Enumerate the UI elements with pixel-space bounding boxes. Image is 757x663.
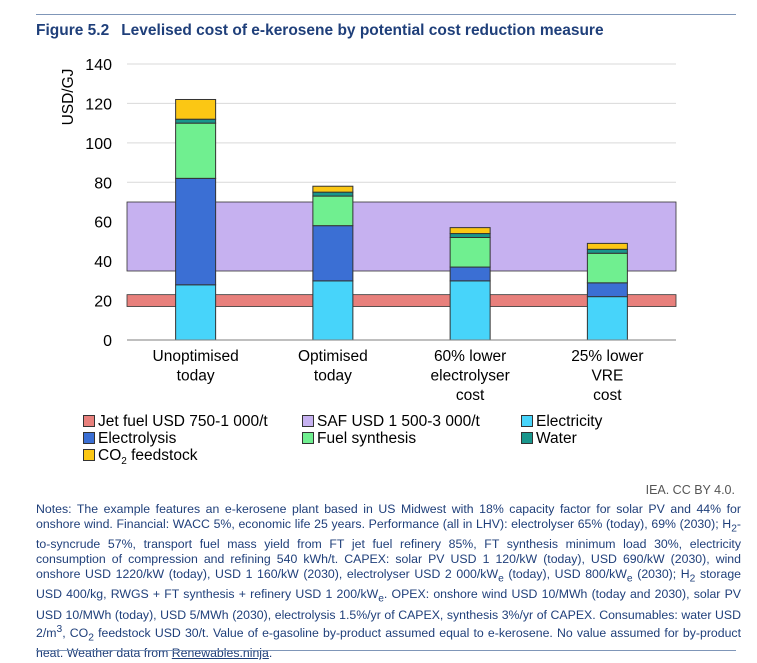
x-tick-label-3-2: cost (593, 387, 622, 404)
legend-label-electricity: Electricity (536, 413, 603, 430)
legend-label-fuel-synthesis: Fuel synthesis (317, 430, 417, 447)
bar-1-co-feedstock (312, 185, 354, 193)
legend-swatch-electrolysis (83, 431, 95, 444)
bar-3-co-feedstock (586, 242, 628, 250)
bar-2-co-feedstock (449, 227, 491, 235)
legend-label-saf: SAF USD 1 500-3 000/t (317, 413, 480, 430)
legend-label-jet-fuel: Jet fuel USD 750-1 000/t (98, 413, 268, 430)
y-tick-label-40: 40 (94, 254, 112, 271)
x-tick-label-3-0: 25% lower (571, 348, 643, 365)
y-tick-label-20: 20 (94, 294, 112, 311)
legend-jet-fuel: Jet fuel USD 750-1 000/t (83, 413, 268, 430)
y-tick-label-60: 60 (94, 215, 112, 232)
x-tick-label-0-0: Unoptimised (153, 348, 239, 365)
legend-swatch-co2-feedstock (83, 448, 95, 461)
legend-swatch-electricity (521, 414, 533, 427)
x-tick-label-2-2: cost (456, 387, 485, 404)
x-tick-label-1-0: Optimised (298, 348, 368, 365)
bar-2-water (449, 233, 491, 238)
notes: Notes: The example features an e-kerosen… (36, 502, 741, 661)
y-axis-title: USD/GJ (60, 69, 77, 126)
figure-title-text: Levelised cost of e-kerosene by potentia… (121, 22, 604, 39)
legend-fuel-synthesis: Fuel synthesis (302, 430, 416, 447)
y-tick-label-100: 100 (85, 136, 112, 153)
bar-0-fuel-synthesis (175, 122, 217, 179)
legend-saf: SAF USD 1 500-3 000/t (302, 413, 480, 430)
bar-1-water (312, 191, 354, 197)
range-band-0 (126, 294, 677, 307)
legend-label-water: Water (536, 430, 577, 447)
credit-line: IEA. CC BY 4.0. (645, 483, 735, 497)
legend-label-co2: CO2 feedstock (98, 447, 198, 468)
legend-water: Water (521, 430, 577, 447)
legend-electrolysis: Electrolysis (83, 430, 176, 447)
bar-1-electricity (312, 280, 354, 341)
bar-1-fuel-synthesis (312, 195, 354, 227)
y-tick-label-120: 120 (85, 96, 112, 113)
bar-2-electricity (449, 280, 491, 341)
legend-co2-feedstock: CO2 feedstock (83, 447, 197, 470)
bar-2-fuel-synthesis (449, 236, 491, 268)
legend-swatch-water (521, 431, 533, 444)
bar-0-water (175, 118, 217, 124)
bar-0-electrolysis (175, 177, 217, 286)
legend-swatch-fuel-synthesis (302, 431, 314, 444)
legend-swatch-jet-fuel (83, 414, 95, 427)
bottom-rule (36, 650, 736, 651)
figure-number: Figure 5.2 (36, 22, 110, 39)
bar-1-electrolysis (312, 225, 354, 282)
figure-title: Figure 5.2 Levelised cost of e-kerosene b… (36, 22, 604, 40)
x-tick-label-3-1: VRE (591, 368, 623, 385)
top-rule (36, 14, 736, 15)
renewables-ninja-link[interactable]: Renewables.ninja (171, 646, 269, 661)
y-tick-label-0: 0 (103, 333, 112, 350)
legend-swatch-saf (302, 414, 314, 427)
x-tick-label-2-1: electrolyser (431, 368, 510, 385)
stacked-bar-chart: 0 20 40 60 80 100 120 140 USD/GJ Unoptimised today… (60, 57, 677, 404)
bar-3-water (586, 248, 628, 254)
legend-label-electrolysis: Electrolysis (98, 430, 177, 447)
range-band-1 (126, 201, 677, 272)
bar-0-co-feedstock (175, 98, 217, 120)
bar-3-fuel-synthesis (586, 252, 628, 284)
legend-electricity: Electricity (521, 413, 602, 430)
bar-2-electrolysis (449, 266, 491, 282)
bar-0-electricity (175, 284, 217, 341)
x-tick-label-1-1: today (314, 368, 352, 385)
y-tick-label-140: 140 (85, 57, 112, 74)
x-tick-label-2-0: 60% lower (434, 348, 506, 365)
x-tick-label-0-1: today (177, 368, 215, 385)
bar-3-electricity (586, 296, 628, 341)
bar-3-electrolysis (586, 282, 628, 298)
y-tick-label-80: 80 (94, 175, 112, 192)
